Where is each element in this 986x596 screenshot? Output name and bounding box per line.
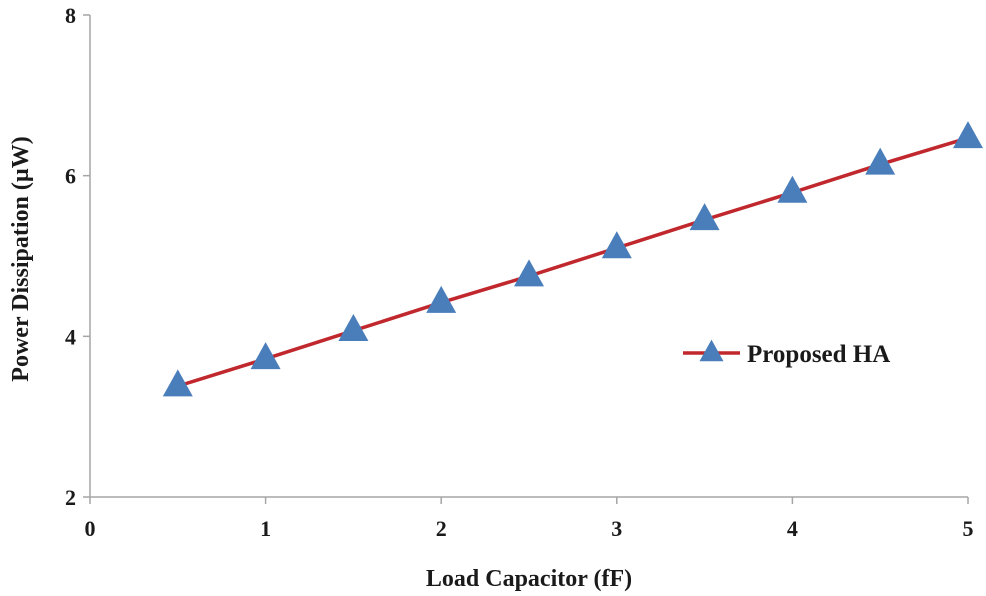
legend-label: Proposed HA — [747, 341, 890, 368]
data-point-triangle — [338, 313, 369, 341]
axes — [89, 15, 968, 498]
x-tick-label: 2 — [436, 516, 447, 541]
x-tick-label: 3 — [611, 516, 622, 541]
y-axis-title: Power Dissipation (µW) — [8, 136, 34, 381]
data-point-triangle — [250, 342, 281, 370]
data-point-triangle — [865, 147, 896, 175]
y-tick-label: 6 — [65, 164, 76, 189]
x-tick-label: 4 — [787, 516, 798, 541]
x-axis-title: Load Capacitor (fF) — [426, 566, 632, 592]
tick-marks — [83, 14, 969, 504]
y-tick-label: 8 — [65, 3, 76, 28]
legend: Proposed HA — [683, 339, 890, 368]
series-line — [177, 136, 969, 388]
x-tick-label: 5 — [963, 516, 974, 541]
data-point-triangle — [689, 203, 720, 231]
y-tick-label: 4 — [65, 324, 76, 349]
data-point-triangle — [426, 285, 457, 313]
x-tick-label: 1 — [260, 516, 271, 541]
legend-marker-triangle — [699, 339, 724, 362]
y-tick-label: 2 — [65, 485, 76, 510]
data-point-triangle — [514, 259, 544, 287]
data-point-triangle — [953, 121, 983, 149]
x-tick-label: 0 — [85, 516, 96, 541]
data-point-triangle — [162, 369, 193, 397]
tick-labels: 2 4 6 8 0 1 2 3 4 5 — [65, 3, 974, 541]
data-point-triangle — [601, 231, 632, 259]
data-point-triangle — [777, 175, 808, 203]
series-layer — [162, 121, 983, 397]
